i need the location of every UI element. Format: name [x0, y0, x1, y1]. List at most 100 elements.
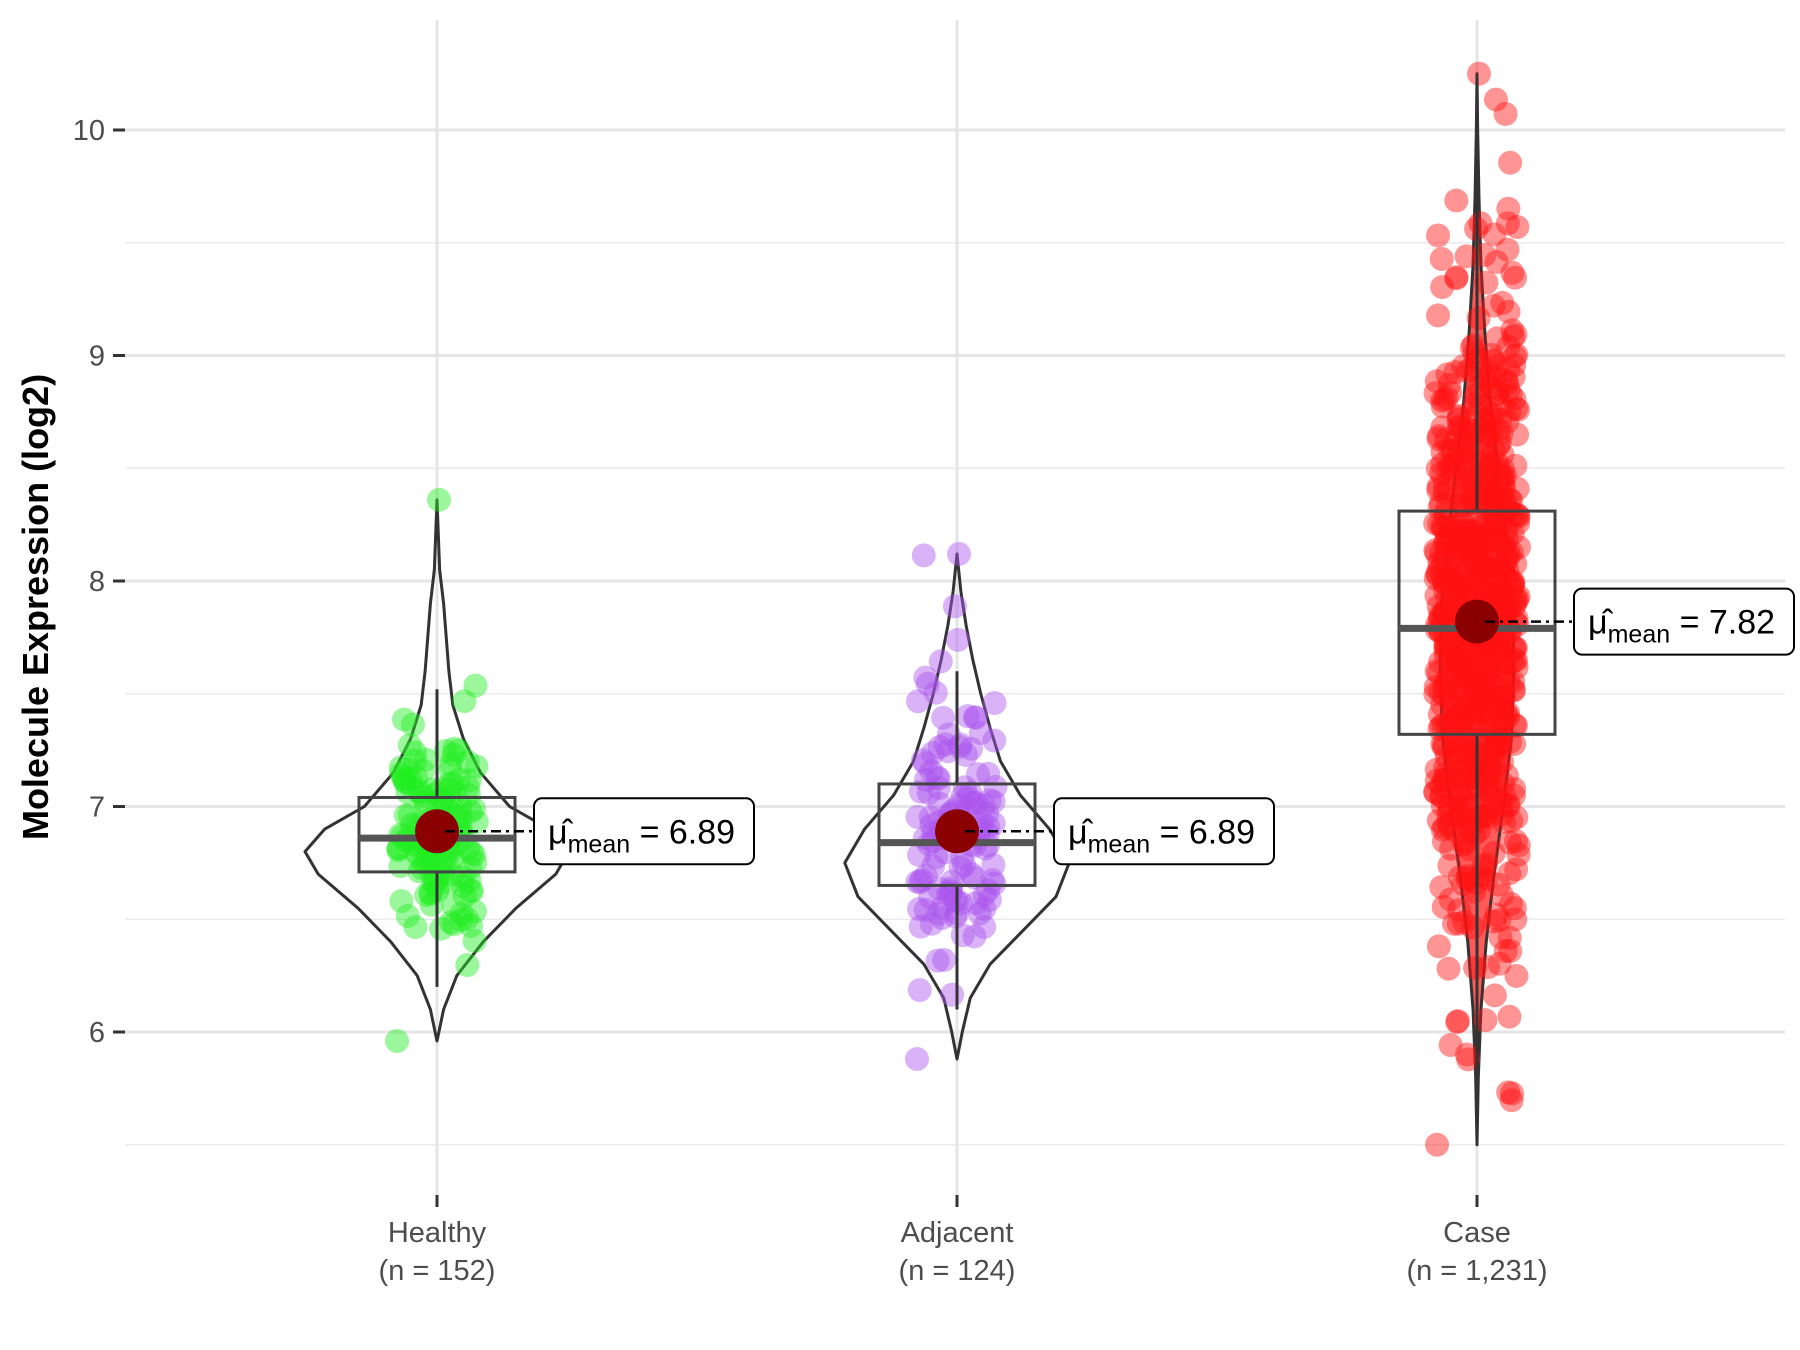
data-point [1438, 516, 1463, 541]
data-point [1484, 487, 1509, 512]
data-point [1461, 692, 1486, 717]
data-point [1494, 526, 1519, 551]
data-point [1502, 712, 1527, 737]
data-point [1482, 983, 1507, 1008]
data-point [1504, 396, 1529, 421]
data-point [1483, 382, 1508, 407]
data-point [1438, 688, 1463, 713]
data-point [1471, 578, 1496, 603]
x-tick-count-label: (n = 1,231) [1406, 1255, 1547, 1287]
data-point [1495, 566, 1520, 591]
data-point [1468, 480, 1493, 505]
data-point [1486, 695, 1511, 720]
data-point [1463, 955, 1488, 980]
data-point [1492, 534, 1517, 559]
data-point [402, 748, 427, 773]
data-point [1502, 648, 1527, 673]
data-point [1436, 811, 1461, 836]
data-point [1461, 675, 1486, 700]
data-point [1433, 643, 1458, 668]
data-point [443, 781, 468, 806]
data-point [1433, 427, 1458, 452]
data-point [927, 735, 952, 760]
data-point [1477, 656, 1502, 681]
data-point [1456, 793, 1481, 818]
data-point [936, 722, 961, 747]
data-point [907, 843, 932, 868]
data-point [1477, 559, 1502, 584]
data-point [1481, 514, 1506, 539]
data-point [1484, 354, 1509, 379]
data-point [1453, 790, 1478, 815]
data-point [982, 728, 1007, 753]
data-point [976, 814, 1001, 839]
data-point [463, 850, 488, 875]
data-point [1476, 419, 1501, 444]
data-point [1444, 522, 1469, 547]
data-point [1432, 732, 1457, 757]
data-point [1442, 911, 1467, 936]
data-point [926, 775, 951, 800]
data-point [1442, 514, 1467, 539]
data-point [920, 741, 945, 766]
data-point [1468, 651, 1493, 676]
data-point [1432, 531, 1457, 556]
data-point [1491, 685, 1516, 710]
data-point [1426, 303, 1451, 328]
data-point [1494, 368, 1519, 393]
data-point [1468, 862, 1493, 887]
data-point [446, 738, 471, 763]
data-point [1429, 875, 1454, 900]
data-point [1487, 430, 1512, 455]
data-point [1473, 496, 1498, 521]
data-point [1424, 658, 1449, 683]
data-point [1447, 405, 1472, 430]
data-point [1467, 61, 1491, 86]
data-point [1486, 751, 1511, 776]
data-point [1452, 832, 1477, 857]
data-point [1448, 801, 1473, 826]
data-point [1444, 767, 1469, 792]
data-point [1486, 378, 1511, 403]
data-point [1438, 765, 1463, 790]
data-point [1498, 938, 1523, 963]
data-point [1493, 551, 1518, 576]
data-point [1463, 523, 1488, 548]
data-point [1477, 781, 1502, 806]
data-point [953, 742, 978, 767]
data-point [1484, 732, 1509, 757]
data-point [403, 765, 428, 790]
data-point [1499, 808, 1524, 833]
data-point [1479, 681, 1504, 706]
data-point [972, 914, 997, 939]
data-point [1495, 592, 1520, 617]
data-point [1472, 559, 1497, 584]
data-point [983, 774, 1008, 799]
data-point [959, 861, 984, 886]
data-point [925, 765, 950, 790]
mean-point [1455, 599, 1499, 644]
data-point [1435, 496, 1460, 521]
x-tick-label: Adjacent [901, 1217, 1014, 1249]
data-point [1430, 439, 1455, 464]
data-point [1426, 424, 1451, 449]
data-point [1491, 559, 1516, 584]
data-point [455, 775, 480, 800]
data-point [1450, 566, 1475, 591]
data-point [1492, 475, 1517, 500]
data-point [1456, 525, 1481, 550]
data-point [1434, 542, 1459, 567]
data-point [1423, 779, 1448, 804]
data-point [1471, 530, 1496, 555]
data-point [1461, 537, 1486, 562]
data-point [1473, 763, 1498, 788]
data-point [423, 871, 448, 896]
data-point [1504, 648, 1529, 673]
data-point [960, 791, 985, 816]
data-point [416, 850, 441, 875]
data-point [1430, 275, 1455, 300]
data-point [1434, 767, 1459, 792]
data-point [1451, 538, 1476, 563]
data-point [435, 850, 460, 875]
data-point [1456, 647, 1481, 672]
